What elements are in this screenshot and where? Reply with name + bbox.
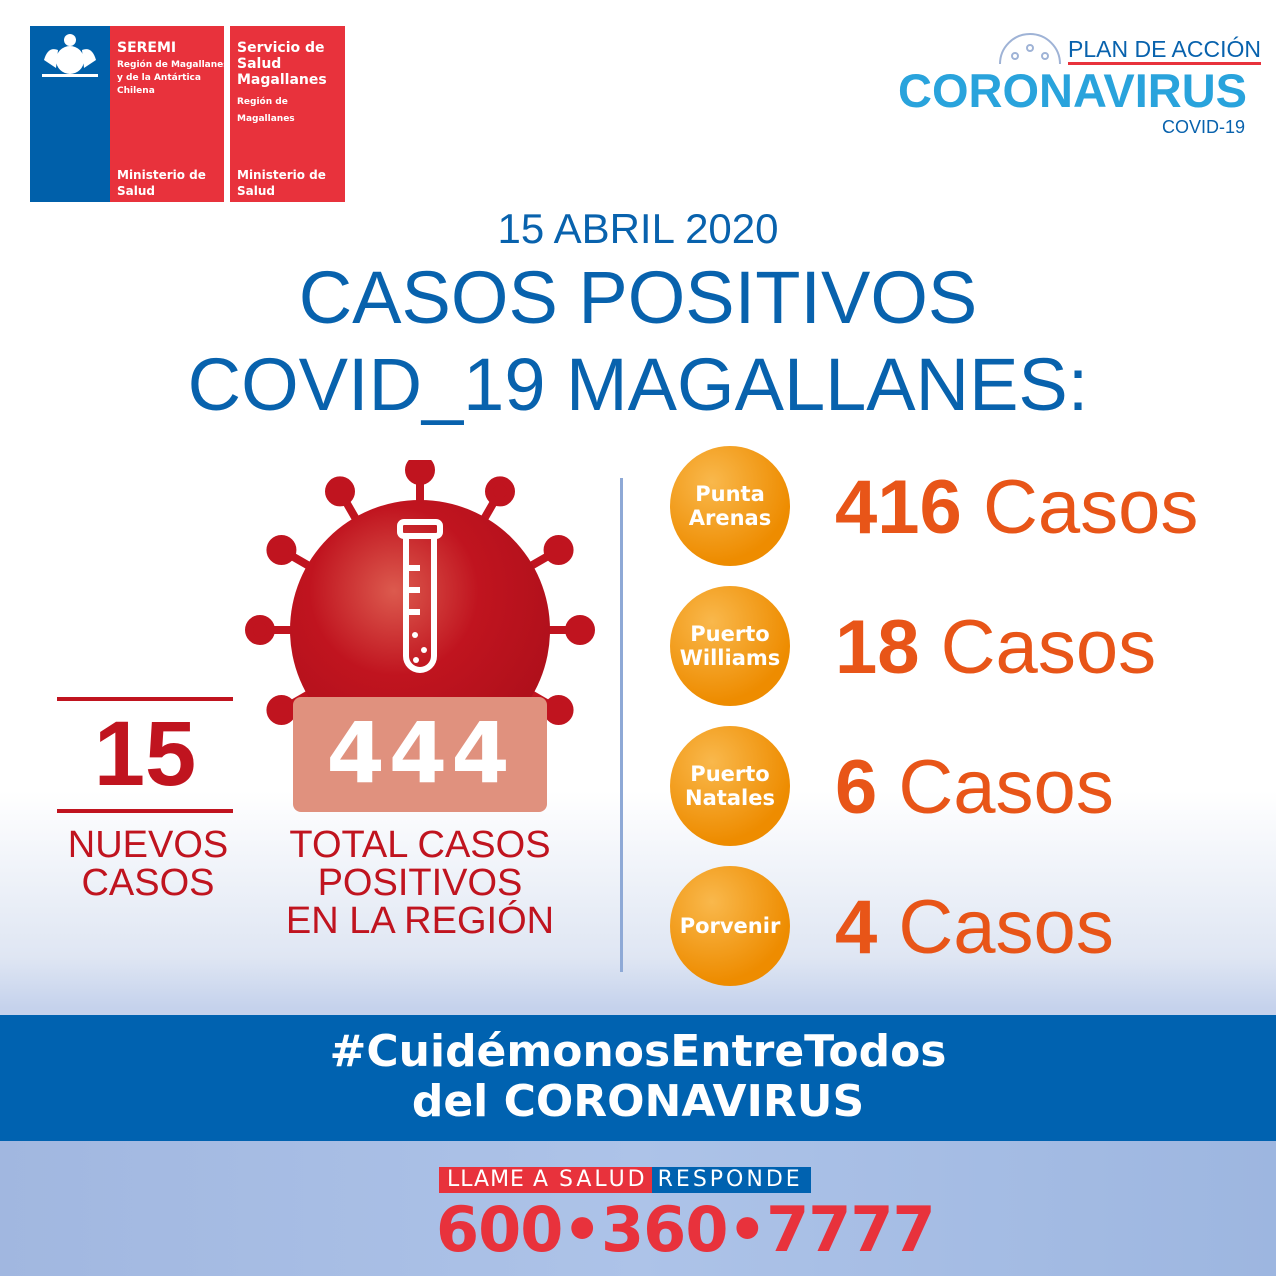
locality-cases-punta-arenas: 416 Casos [835,466,1198,550]
coat-of-arms-icon [42,34,98,77]
case-count: 416 [835,465,962,550]
locality-badge-porvenir: Porvenir [670,866,790,986]
banner-subline: del CORONAVIRUS [411,1076,865,1127]
case-count: 4 [835,885,878,970]
label-line: TOTAL CASOS [289,824,551,866]
footer-background [0,1141,1276,1276]
locality-name: Porvenir [679,914,781,938]
locality-cases-puerto-natales: 6 Casos [835,746,1114,830]
virus-logo-icon [995,26,1065,70]
salud-text: SALUD [559,1167,648,1192]
virus-spike-tip [543,695,574,725]
new-cases-count: 15 [57,697,233,813]
covid19-logo-text: COVID-19 [1162,117,1246,137]
virus-spike-tip [485,476,515,507]
llame-text: LLAME A [447,1167,549,1192]
servicio-region: Región de [237,97,288,107]
title-line2: COVID_19 MAGALLANES: [187,343,1089,426]
virus-spike-tip [565,615,595,645]
seremi-logo: SEREMI Región de Magallanes y de la Antá… [110,26,229,202]
servicio-region: Magallanes [237,114,295,124]
llame-a-salud: LLAME A SALUD [439,1167,652,1193]
divider [620,478,623,972]
virus-spike-tip [266,535,297,565]
case-unit: Casos [898,885,1114,970]
plan-de-accion: PLAN DE ACCIÓN [1068,36,1261,65]
servicio-title: Servicio de [237,40,325,56]
locality-name: Arenas [688,506,772,530]
seremi-region: y de la Antártica [117,73,201,83]
locality-badge-puerto-natales: Puerto Natales [670,726,790,846]
label-line: NUEVOS [67,824,229,866]
seremi-ministry: Ministerio de [117,168,206,182]
virus-spike-tip [405,460,435,485]
coronavirus-logo-text: CORONAVIRUS [898,64,1248,117]
locality-name: Puerto [690,762,770,786]
new-cases-label: NUEVOS CASOS [57,826,239,902]
label-line: POSITIVOS [317,862,523,904]
servicio-salud-logo: Servicio de Salud Magallanes Región de M… [230,26,345,202]
title-line1: CASOS POSITIVOS [298,256,978,339]
locality-badge-puerto-williams: Puerto Williams [670,586,790,706]
servicio-ministry: Ministerio de [237,168,326,182]
servicio-title: Salud [237,56,282,72]
hashtag: #CuidémonosEntreTodos [329,1026,947,1077]
total-cases-label: TOTAL CASOS POSITIVOS EN LA REGIÓN [270,826,570,940]
virus-spike-tip [543,535,574,565]
test-tube-icon [397,519,443,673]
virus-illustration-icon [245,460,595,760]
hashtag-banner: #CuidémonosEntreTodos del CORONAVIRUS [0,1015,1276,1141]
case-count: 6 [835,745,878,830]
case-unit: Casos [898,745,1114,830]
seremi-title: SEREMI [117,40,177,56]
case-unit: Casos [982,465,1199,550]
phone-number[interactable]: 600•360•7777 [436,1193,936,1266]
locality-name: Punta [695,482,765,506]
case-unit: Casos [940,605,1157,690]
seremi-ministry: Salud [117,184,155,198]
salud-responde-label: LLAME A SALUD RESPONDE [439,1167,811,1193]
chile-government-logo [30,26,110,202]
virus-spike-tip [266,695,297,725]
label-line: CASOS [81,862,215,904]
locality-cases-puerto-williams: 18 Casos [835,606,1156,690]
locality-name: Puerto [690,622,770,646]
servicio-title: Magallanes [237,72,327,88]
seremi-region: Chilena [117,86,155,96]
locality-name: Williams [679,646,781,670]
locality-badge-punta-arenas: Punta Arenas [670,446,790,566]
date: 15 ABRIL 2020 [497,205,779,252]
virus-spike-tip [245,615,275,645]
locality-cases-porvenir: 4 Casos [835,886,1114,970]
label-line: EN LA REGIÓN [285,900,555,942]
locality-name: Natales [685,786,775,810]
virus-spike-tip [325,476,355,507]
total-cases-count: 444 [293,697,547,812]
servicio-ministry: Salud [237,184,275,198]
seremi-region: Región de Magallanes [117,60,229,70]
case-count: 18 [835,605,920,690]
responde-text: RESPONDE [651,1167,811,1193]
